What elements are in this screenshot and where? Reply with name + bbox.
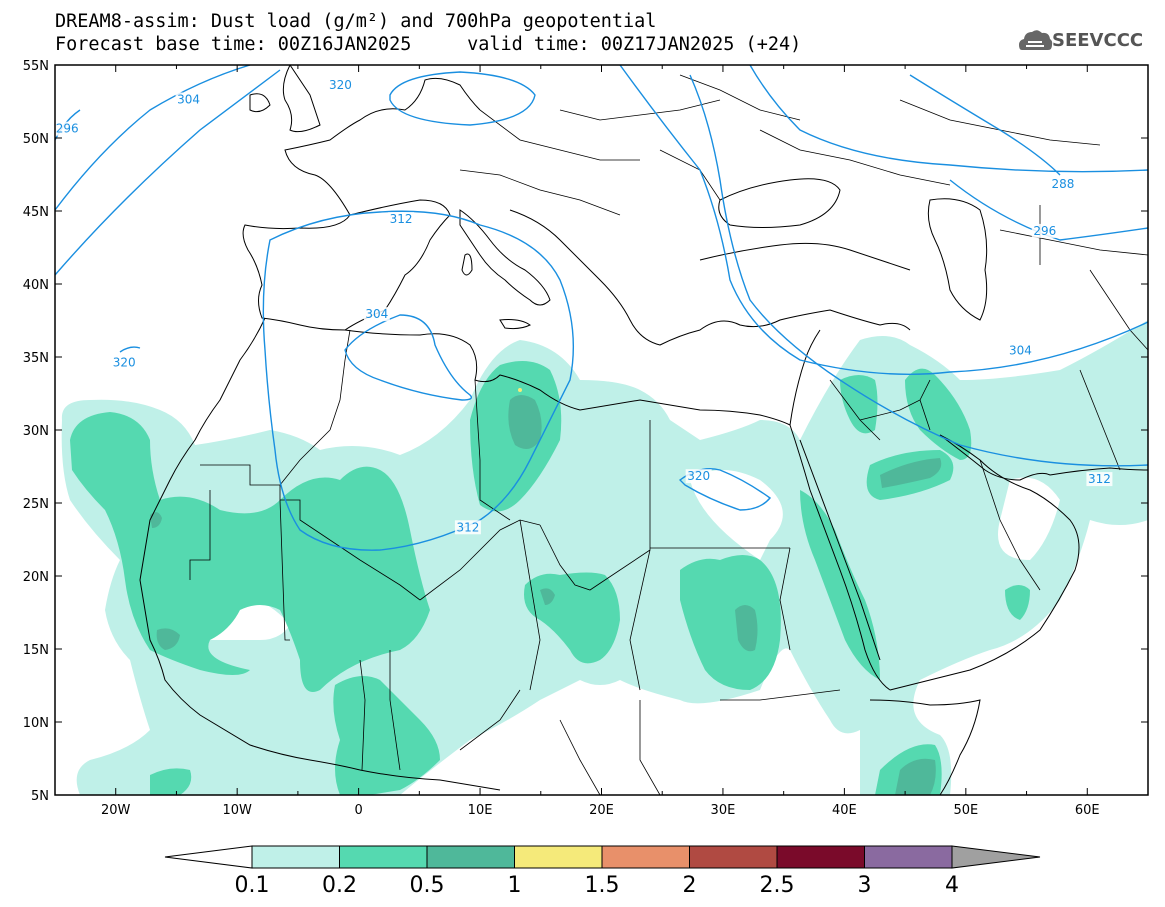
contour-label-bg: [1007, 343, 1034, 358]
contour-label-bg: [454, 520, 481, 535]
colorbar-label: 2.5: [760, 873, 795, 898]
contour-label-bg: [388, 212, 415, 227]
contour-label: 304: [365, 307, 388, 321]
contour-label: 320: [329, 78, 352, 92]
x-tick-label: 30E: [711, 803, 736, 818]
colorbar-high-arrow: [951, 845, 1041, 869]
y-tick-label: 50N: [23, 132, 49, 147]
contour-label-bg: [327, 77, 354, 92]
colorbar: 0.1 0.2 0.5 1 1.5 2 2.5 3 4: [164, 845, 1041, 898]
y-tick-label: 15N: [23, 643, 49, 658]
colorbar-segment: [426, 845, 515, 869]
colorbar-label: 4: [945, 873, 959, 898]
x-tick-label: 10W: [222, 803, 252, 818]
contour-labels: 320 304 296 312 304 320 312 320 288 296 304 312: [55, 77, 1113, 535]
longitude-labels: 20W 10W 0 10E 20E 30E 40E 50E 60E: [101, 803, 1100, 818]
x-tick-label: 0: [354, 803, 362, 818]
colorbar-segment: [251, 845, 340, 869]
y-tick-label: 40N: [23, 278, 49, 293]
contour-label: 296: [56, 122, 79, 136]
contour-label: 320: [687, 469, 710, 483]
y-tick-label: 10N: [23, 716, 49, 731]
contour-label: 320: [113, 355, 136, 369]
coastlines: [139, 65, 1148, 795]
y-tick-label: 5N: [31, 789, 49, 804]
colorbar-label: 1.5: [585, 873, 620, 898]
colorbar-label: 3: [858, 873, 872, 898]
x-tick-label: 10E: [468, 803, 493, 818]
contour-label: 296: [1033, 224, 1056, 238]
x-tick-label: 60E: [1075, 803, 1100, 818]
colorbar-label: 2: [683, 873, 697, 898]
x-tick-label: 20E: [589, 803, 614, 818]
y-tick-label: 20N: [23, 570, 49, 585]
x-tick-label: 50E: [953, 803, 978, 818]
colorbar-segment: [776, 845, 865, 869]
contour-label-bg: [1049, 177, 1076, 192]
colorbar-segment: [339, 845, 428, 869]
dust-level-0.5: [150, 395, 942, 795]
dust-peak-marker: [518, 388, 522, 392]
geopotential-contours: [55, 65, 1148, 551]
y-tick-label: 55N: [23, 59, 49, 74]
contour-label: 304: [177, 93, 200, 107]
contour-label-bg: [111, 355, 138, 370]
forecast-time-subtitle: Forecast base time: 00Z16JAN2025 valid t…: [55, 34, 802, 55]
colorbar-segment: [601, 845, 690, 869]
contour-label-bg: [55, 121, 81, 136]
contour-label-bg: [363, 307, 390, 322]
chart-title: DREAM8-assim: Dust load (g/m²) and 700hP…: [55, 11, 657, 32]
contour-label-bg: [685, 469, 712, 484]
contour-label-bg: [175, 92, 202, 107]
contour-label: 312: [1088, 472, 1111, 486]
colorbar-segment: [514, 845, 603, 869]
y-tick-label: 45N: [23, 205, 49, 220]
contour-label: 312: [456, 520, 479, 534]
contour-label: 304: [1009, 344, 1032, 358]
colorbar-segment: [689, 845, 778, 869]
x-tick-label: 20W: [101, 803, 131, 818]
axis-ticks: [54, 64, 1149, 796]
colorbar-label: 0.5: [410, 873, 445, 898]
y-tick-label: 35N: [23, 351, 49, 366]
latitude-labels: 55N 50N 45N 40N 35N 30N 25N 20N 15N 10N 5N: [23, 59, 49, 804]
contour-label: 312: [390, 212, 413, 226]
cloud-logo-icon: [1019, 30, 1053, 50]
contour-label: 288: [1052, 177, 1075, 191]
colorbar-segment: [864, 845, 953, 869]
colorbar-label: 0.1: [235, 873, 270, 898]
colorbar-low-arrow: [164, 845, 253, 869]
colorbar-label: 0.2: [322, 873, 357, 898]
country-borders: [189, 74, 1148, 795]
logo-text: SEEVCCC: [1052, 30, 1144, 51]
x-tick-label: 40E: [832, 803, 857, 818]
y-tick-label: 25N: [23, 497, 49, 512]
y-tick-label: 30N: [23, 424, 49, 439]
colorbar-label: 1: [508, 873, 522, 898]
contour-label-bg: [1031, 223, 1058, 238]
contour-label-bg: [1086, 472, 1113, 487]
